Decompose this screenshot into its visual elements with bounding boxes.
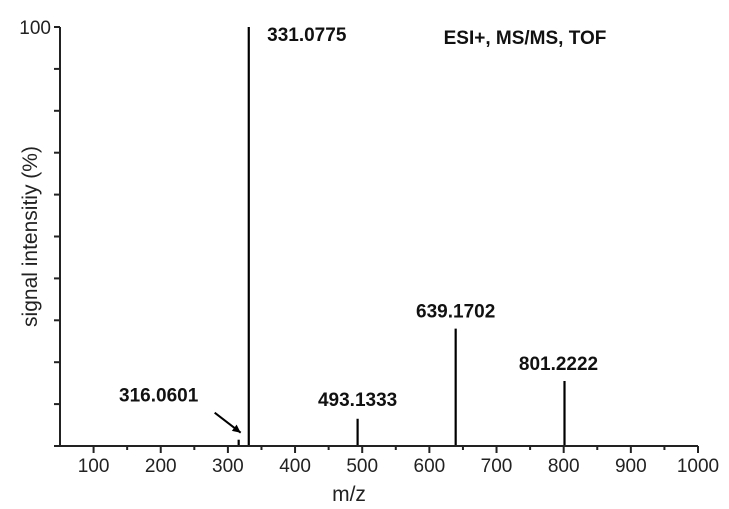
arrow-annotation [214, 411, 242, 434]
x-tick-label: 400 [279, 456, 311, 477]
x-tick-label: 900 [615, 456, 647, 477]
x-tick-label: 800 [548, 456, 580, 477]
peak-label: 801.2222 [519, 354, 598, 375]
x-ticks: 100 200 300 400 500 600 700 800 900 1000 [78, 446, 719, 477]
x-tick-label: 1000 [677, 456, 719, 477]
x-tick-label: 200 [145, 456, 177, 477]
x-tick-label: 700 [481, 456, 513, 477]
x-tick-label: 300 [212, 456, 244, 477]
peaks-layer [237, 27, 566, 446]
peak-labels: 316.0601 331.0775 493.1333 639.1702 801.2222 [119, 25, 598, 411]
peak-label: 331.0775 [267, 25, 347, 46]
x-axis-title: m/z [332, 483, 366, 506]
y-ticks: 100 [19, 18, 60, 447]
axes [59, 27, 698, 447]
x-tick-label: 500 [346, 456, 378, 477]
peak-label: 639.1702 [416, 302, 495, 323]
y-axis-title: signal intensitiy (%) [19, 146, 42, 327]
x-tick-label: 600 [414, 456, 446, 477]
y-tick-label: 100 [19, 18, 51, 39]
peak-label: 493.1333 [318, 390, 397, 411]
acquisition-mode-annotation: ESI+, MS/MS, TOF [444, 28, 607, 49]
arrow-head [231, 424, 241, 433]
x-tick-label: 100 [78, 456, 110, 477]
peak-label: 316.0601 [119, 386, 199, 407]
